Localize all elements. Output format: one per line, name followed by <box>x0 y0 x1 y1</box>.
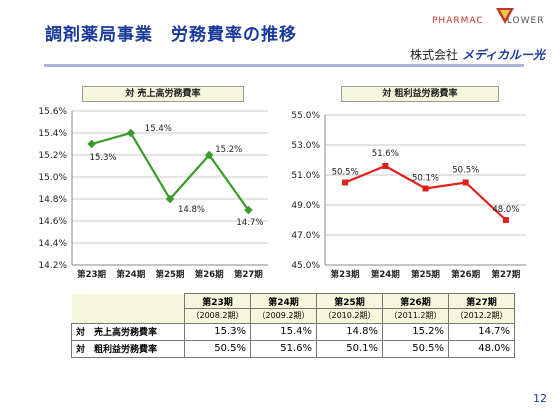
data-point <box>87 139 96 149</box>
table-cell: 50.1% <box>316 339 383 358</box>
table-header-date: （2011.2期） <box>382 308 449 324</box>
flower-logo-inner-icon <box>500 10 510 19</box>
data-label: 14.7% <box>236 218 263 228</box>
x-tick-label: 第27期 <box>234 269 263 280</box>
y-tick-label: 14.4% <box>38 239 67 249</box>
page-title: 調剤薬局事業 労務費率の推移 <box>45 25 297 45</box>
table-row-label: 対 売上高労務費率 <box>71 322 185 341</box>
x-tick-label: 第23期 <box>77 269 106 280</box>
chart1-title: 対 売上高労務費率 <box>82 86 244 102</box>
data-label: 14.8% <box>178 205 205 215</box>
company-logo: 株式会社 メディカルー光 <box>410 46 545 63</box>
data-point <box>382 163 389 169</box>
table-header-date: （2009.2期） <box>250 308 317 324</box>
table-header-cell: 第24期 <box>250 293 317 309</box>
data-point <box>165 194 175 204</box>
y-tick-label: 51.0% <box>291 171 320 181</box>
x-tick-label: 第25期 <box>156 269 185 280</box>
table-header-cell: 第26期 <box>382 293 449 309</box>
table-cell: 14.7% <box>448 322 515 341</box>
y-tick-label: 14.2% <box>38 261 67 271</box>
table-row: 対 粗利益労務費率 50.5% 51.6% 50.1% 50.5% 48.0% <box>71 339 515 358</box>
data-label: 15.2% <box>215 145 242 155</box>
x-tick-label: 第26期 <box>451 269 480 280</box>
page-number: 12 <box>533 392 547 405</box>
x-tick-label: 第26期 <box>195 269 224 280</box>
table-header-date: （2008.2期） <box>184 308 251 324</box>
table-corner <box>71 293 185 309</box>
y-tick-label: 15.6% <box>38 107 67 117</box>
table-cell: 15.2% <box>382 322 449 341</box>
table-header-date: （2012.2期） <box>448 308 515 324</box>
table-corner <box>71 308 185 323</box>
y-tick-label: 53.0% <box>291 141 320 151</box>
chart2-title: 対 粗利益労務費率 <box>341 86 499 102</box>
data-point <box>244 205 253 215</box>
table-header-periods: 第23期 第24期 第25期 第26期 第27期 <box>71 293 515 309</box>
data-point <box>204 150 214 160</box>
x-tick-label: 第24期 <box>371 269 400 280</box>
y-tick-label: 15.2% <box>38 151 67 161</box>
y-tick-label: 49.0% <box>291 201 320 211</box>
y-tick-label: 14.8% <box>38 195 67 205</box>
table-row: 対 売上高労務費率 15.3% 15.4% 14.8% 15.2% 14.7% <box>71 322 515 341</box>
data-label: 50.5% <box>332 168 359 178</box>
table-cell: 15.3% <box>184 322 251 341</box>
y-tick-label: 45.0% <box>291 261 320 271</box>
table-header-date: （2010.2期） <box>316 308 383 324</box>
company-name: メディカルー光 <box>461 48 546 62</box>
y-tick-label: 15.0% <box>38 173 67 183</box>
company-prefix: 株式会社 <box>410 48 459 62</box>
x-tick-label: 第25期 <box>411 269 440 280</box>
table-row-label: 対 粗利益労務費率 <box>71 339 185 358</box>
data-table: 第23期 第24期 第25期 第26期 第27期 （2008.2期） （2009… <box>71 293 515 358</box>
data-label: 15.4% <box>145 124 172 134</box>
data-point <box>126 128 136 138</box>
data-point <box>422 185 429 192</box>
y-tick-label: 14.6% <box>38 217 67 227</box>
table-header-cell: 第27期 <box>448 293 515 309</box>
table-cell: 15.4% <box>250 322 317 341</box>
chart-sales-labor-ratio: 15.6% 15.4% 15.2% 15.0% 14.8% 14.6% 14.4% 14.2%… <box>38 107 268 280</box>
y-tick-label: 55.0% <box>291 111 320 121</box>
table-cell: 48.0% <box>448 339 515 358</box>
table-cell: 50.5% <box>184 339 251 358</box>
table-header-dates: （2008.2期） （2009.2期） （2010.2期） （2011.2期） … <box>71 308 515 324</box>
table-header-cell: 第23期 <box>184 293 251 309</box>
logo-text-red: PHARMAC <box>432 16 484 26</box>
data-label: 50.5% <box>452 166 479 176</box>
table-cell: 50.5% <box>382 339 449 358</box>
data-label: 51.6% <box>372 149 399 159</box>
y-tick-label: 15.4% <box>38 129 67 139</box>
table-cell: 51.6% <box>250 339 317 358</box>
data-label: 50.1% <box>412 174 439 184</box>
logo-text: PHARMAC LOWER <box>432 16 544 26</box>
data-label: 15.3% <box>90 153 117 163</box>
x-tick-label: 第23期 <box>331 269 360 280</box>
x-tick-label: 第24期 <box>116 269 145 280</box>
title-divider <box>44 64 524 67</box>
data-label: 48.0% <box>492 205 519 215</box>
chart-gross-profit-labor-ratio: 55.0%53.0%51.0%49.0%47.0%45.0%第23期 第24期 第2… <box>291 111 526 280</box>
data-point <box>462 179 469 186</box>
table-header-cell: 第25期 <box>316 293 383 309</box>
data-point <box>502 217 509 223</box>
data-point <box>342 179 349 186</box>
table-cell: 14.8% <box>316 322 383 341</box>
x-tick-label: 第27期 <box>491 269 520 280</box>
y-tick-label: 47.0% <box>291 231 320 241</box>
logo-text-gray: LOWER <box>506 16 545 26</box>
